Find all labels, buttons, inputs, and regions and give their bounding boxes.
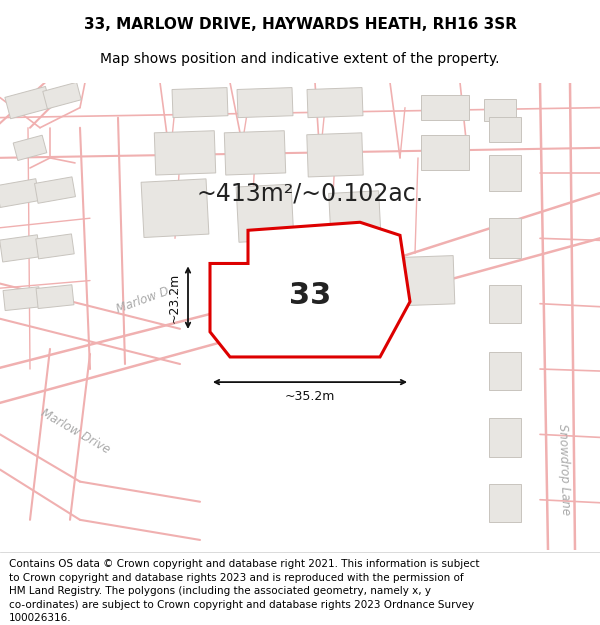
Polygon shape bbox=[421, 95, 469, 120]
Polygon shape bbox=[172, 88, 228, 118]
Polygon shape bbox=[3, 287, 41, 311]
Polygon shape bbox=[0, 179, 40, 208]
Text: ~23.2m: ~23.2m bbox=[167, 272, 181, 322]
Text: Contains OS data © Crown copyright and database right 2021. This information is : Contains OS data © Crown copyright and d… bbox=[9, 559, 479, 623]
Polygon shape bbox=[405, 256, 455, 306]
Text: Marlow Drive: Marlow Drive bbox=[38, 406, 112, 456]
Text: Snowdrop Lane: Snowdrop Lane bbox=[556, 424, 572, 516]
Polygon shape bbox=[489, 484, 521, 522]
Polygon shape bbox=[489, 156, 521, 191]
Polygon shape bbox=[5, 86, 51, 119]
Polygon shape bbox=[236, 184, 294, 242]
Polygon shape bbox=[354, 258, 406, 309]
Text: Marlow D...: Marlow D... bbox=[115, 281, 181, 316]
Polygon shape bbox=[489, 284, 521, 322]
Polygon shape bbox=[484, 99, 516, 121]
Text: ~413m²/~0.102ac.: ~413m²/~0.102ac. bbox=[196, 181, 424, 205]
Polygon shape bbox=[210, 222, 410, 357]
Text: 33: 33 bbox=[289, 281, 331, 310]
Polygon shape bbox=[307, 133, 363, 177]
Polygon shape bbox=[13, 135, 47, 161]
Polygon shape bbox=[421, 135, 469, 171]
Polygon shape bbox=[237, 88, 293, 118]
Polygon shape bbox=[224, 131, 286, 175]
Polygon shape bbox=[36, 285, 74, 309]
Text: 33, MARLOW DRIVE, HAYWARDS HEATH, RH16 3SR: 33, MARLOW DRIVE, HAYWARDS HEATH, RH16 3… bbox=[83, 18, 517, 32]
Polygon shape bbox=[141, 179, 209, 238]
Polygon shape bbox=[0, 235, 40, 262]
Polygon shape bbox=[489, 418, 521, 456]
Text: ~35.2m: ~35.2m bbox=[285, 389, 335, 402]
Polygon shape bbox=[329, 191, 382, 246]
Polygon shape bbox=[489, 117, 521, 142]
Polygon shape bbox=[307, 88, 363, 118]
Polygon shape bbox=[489, 352, 521, 390]
Polygon shape bbox=[43, 82, 81, 109]
Polygon shape bbox=[489, 218, 521, 259]
Polygon shape bbox=[154, 131, 216, 175]
Text: Map shows position and indicative extent of the property.: Map shows position and indicative extent… bbox=[100, 52, 500, 66]
Polygon shape bbox=[36, 234, 74, 259]
Polygon shape bbox=[35, 177, 76, 203]
